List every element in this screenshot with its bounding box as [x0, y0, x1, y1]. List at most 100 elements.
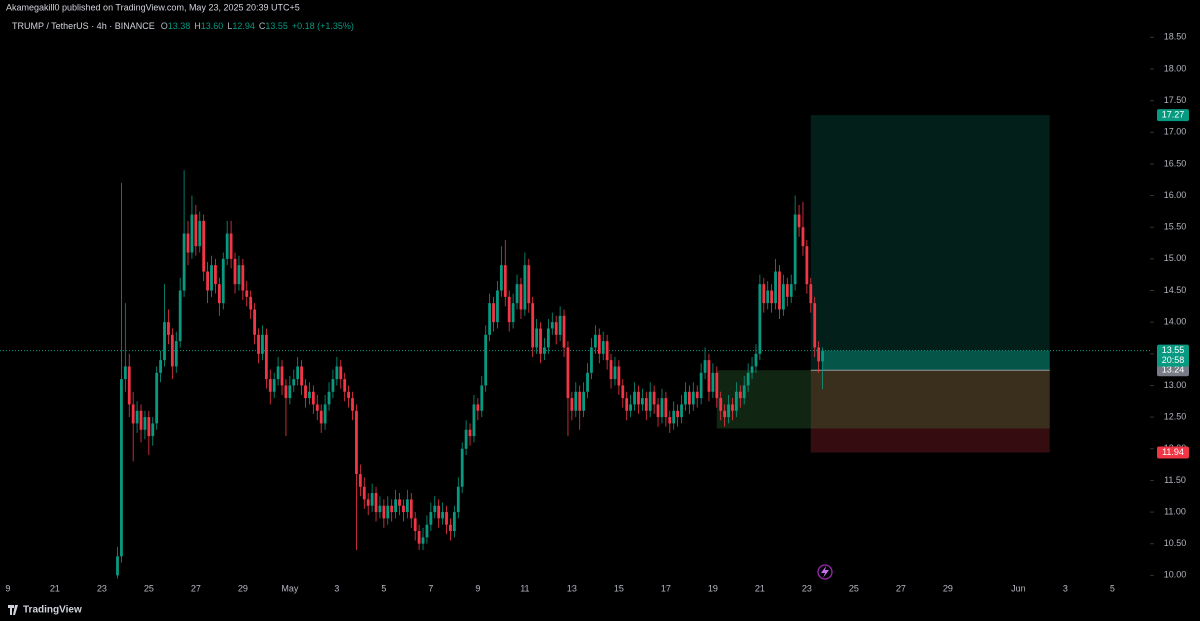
x-tick-label: 9 — [5, 583, 10, 593]
candle-body — [362, 486, 366, 500]
candle-body — [214, 265, 217, 285]
candle-body — [539, 328, 542, 354]
candle-body — [719, 398, 723, 411]
target-price-bg — [1157, 109, 1189, 122]
candle-body — [202, 220, 206, 272]
candle-body — [503, 265, 507, 297]
legend-value: 13.38 — [168, 21, 191, 31]
candle-body — [460, 448, 464, 487]
candle-body — [742, 385, 746, 399]
x-tick-label: 29 — [943, 583, 953, 593]
candle-body — [535, 328, 539, 348]
candle-body — [507, 296, 511, 323]
entry-price: 13.24 — [1162, 365, 1185, 375]
candle-body — [249, 296, 253, 310]
y-tick-label: 14.50 — [1164, 285, 1187, 295]
candle-body — [758, 284, 762, 354]
candle-body — [476, 404, 480, 411]
candle-body — [801, 227, 805, 247]
brand-logo — [8, 605, 18, 615]
y-tick-label: 16.50 — [1164, 158, 1187, 168]
candle-body — [797, 214, 801, 228]
last-price: 13.55 — [1162, 345, 1185, 355]
x-tick-label: 7 — [428, 583, 433, 593]
x-tick-label: 23 — [97, 583, 107, 593]
candle-body — [163, 322, 166, 361]
candle-body — [656, 404, 660, 418]
candle-body — [170, 334, 174, 367]
x-tick-label: 21 — [755, 583, 765, 593]
candle-body — [456, 486, 460, 513]
candle-body — [468, 429, 472, 437]
candle-body — [762, 284, 766, 304]
legend-value: 13.55 — [265, 21, 288, 31]
y-tick-label: 17.50 — [1164, 95, 1187, 105]
symbol-legend: TRUMP / TetherUS · 4h · BINANCE O13.38 H13… — [12, 21, 354, 31]
y-tick-label: 11.50 — [1164, 475, 1186, 485]
candle-body — [394, 499, 398, 513]
target-zone — [810, 115, 1050, 371]
candle-body — [335, 366, 339, 380]
last-price-bg — [1157, 344, 1189, 367]
candle-body — [597, 334, 601, 354]
legend-label: H — [194, 21, 201, 31]
brand: TradingView — [23, 605, 82, 616]
candle-body — [217, 284, 221, 304]
candle-body — [284, 385, 288, 399]
candle-body — [527, 265, 531, 304]
candle-body — [206, 271, 209, 291]
candle-body — [405, 499, 409, 513]
candle-body — [429, 512, 433, 525]
candle-body — [382, 505, 386, 519]
candle-body — [817, 347, 821, 362]
candle-body — [754, 353, 758, 367]
entry-price-bg — [1157, 364, 1189, 377]
lightning-icon — [817, 564, 833, 580]
candle-body — [264, 334, 268, 380]
candle-body — [746, 372, 750, 386]
candle-body — [691, 391, 695, 405]
candle-body — [637, 391, 640, 405]
candle-body — [672, 410, 676, 424]
candle-body — [433, 505, 437, 513]
candle-body — [445, 512, 448, 525]
candle-body — [151, 423, 155, 437]
candle-body — [652, 391, 656, 405]
y-tick-label: 15.50 — [1164, 222, 1187, 232]
candle-body — [358, 474, 362, 487]
candle-body — [339, 366, 343, 380]
legend-label: C — [259, 21, 266, 31]
x-tick-label: Jun — [1011, 583, 1026, 593]
demand-zone — [716, 370, 1050, 429]
candle-body — [723, 410, 727, 418]
candle-body — [523, 265, 527, 310]
x-tick-label: 15 — [614, 583, 624, 593]
y-tick-label: 14.00 — [1164, 317, 1187, 327]
x-tick-label: 3 — [334, 583, 339, 593]
stop-price-bg — [1157, 446, 1189, 459]
candle-body — [821, 350, 824, 362]
candle-body — [319, 410, 323, 424]
candle-body — [182, 233, 186, 291]
countdown: 20:58 — [1162, 355, 1185, 365]
y-tick-label: 10.50 — [1164, 538, 1187, 548]
candle-body — [703, 360, 707, 373]
candle-body — [554, 322, 558, 335]
candle-body — [210, 265, 213, 291]
candle-body — [257, 334, 260, 354]
candle-body — [734, 391, 738, 411]
candle-body — [167, 322, 170, 335]
candle-body — [323, 404, 327, 424]
candle-body — [355, 410, 358, 475]
candle-body — [116, 556, 119, 576]
candle-body — [198, 220, 202, 247]
candle-body — [601, 341, 605, 354]
candle-body — [531, 303, 535, 348]
x-tick-label: 3 — [1063, 583, 1068, 593]
candle-body — [131, 404, 135, 424]
candle-body — [272, 379, 276, 392]
candle-body — [417, 531, 421, 544]
candle-body — [374, 493, 378, 513]
candle-body — [241, 265, 245, 291]
